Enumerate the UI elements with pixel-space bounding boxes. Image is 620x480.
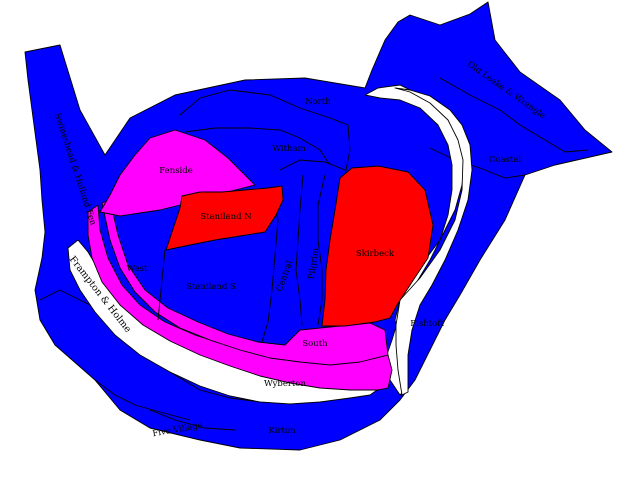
label-witham: Witham [272,144,305,154]
boundary-witham-inner [184,127,331,166]
boundary-coastal-east [429,147,526,179]
label-wyberton: Wyberton [264,379,306,389]
label-west: West [127,264,148,274]
label-fishtoft: Fishtoft [410,319,444,329]
ward-skirbeck[interactable] [321,165,434,327]
boundary-pilgrim [317,174,326,326]
label-north: North [305,97,331,107]
label-coastal: Coastal [489,155,522,165]
label-kirton: Kirton [268,426,296,436]
boundary-central [295,174,304,326]
ward-south[interactable] [101,199,389,366]
boundary-old-leake-coastal [439,77,589,153]
label-south: South [302,339,328,349]
label-pilgrim: Pilgrim [307,247,321,280]
boundary-kirton [94,379,191,421]
boundary-north-witham [179,89,351,176]
boundary-staniland-s [261,189,279,343]
boundary-west [157,249,166,321]
ward-wyberton[interactable] [87,204,393,391]
label-staniland-n: Staniland N [200,212,252,222]
label-fenside: Fenside [159,166,193,176]
label-staniland-s: Staniland S [186,282,236,292]
ward-fishtoft-south [394,87,473,396]
ward-staniland-n[interactable] [165,185,284,251]
boundary-north-inner [279,159,346,171]
label-skirbeck: Skirbeck [356,249,395,259]
boundary-five-village-kirton [149,409,236,431]
